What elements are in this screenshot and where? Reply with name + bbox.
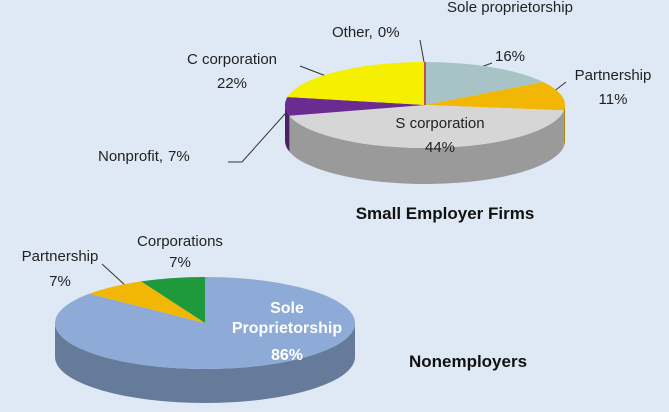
slice bbox=[289, 105, 564, 149]
slice-side bbox=[563, 105, 565, 147]
value-label: 7% bbox=[49, 273, 71, 290]
value-label: 16% bbox=[494, 48, 526, 65]
leader-line bbox=[228, 105, 293, 163]
category-label: Partnership bbox=[574, 67, 652, 84]
category-label: Sole proprietorship bbox=[447, 0, 573, 16]
value-label: 86% bbox=[270, 347, 304, 364]
slice bbox=[287, 62, 425, 105]
slice-label: Nonprofit, 7% bbox=[98, 145, 190, 169]
slice bbox=[425, 62, 544, 105]
slice-side bbox=[55, 323, 355, 403]
slice-side bbox=[289, 110, 564, 185]
category-label: Nonprofit, bbox=[98, 148, 164, 165]
category-label: C corporation bbox=[186, 51, 278, 68]
slice bbox=[55, 277, 356, 369]
category-label: S corporation bbox=[395, 115, 485, 132]
chart-title: Nonemployers bbox=[408, 352, 528, 371]
value-label: 7% bbox=[169, 254, 191, 271]
value-label: 7% bbox=[168, 148, 190, 165]
slice-side bbox=[285, 105, 290, 152]
category-label: Partnership bbox=[21, 248, 99, 265]
category-label: Corporations bbox=[137, 233, 223, 250]
slice bbox=[425, 81, 565, 111]
slice bbox=[89, 281, 205, 323]
slice-label: Other, 0% bbox=[332, 21, 400, 45]
leader-lines bbox=[101, 39, 567, 287]
slice bbox=[285, 96, 425, 116]
value-label: 44% bbox=[424, 139, 456, 156]
leader-line bbox=[419, 39, 425, 63]
chart-title: Small Employer Firms bbox=[355, 204, 535, 223]
category-label: Other, bbox=[332, 24, 373, 41]
value-label: 11% bbox=[598, 91, 628, 108]
leader-line bbox=[101, 263, 127, 287]
value-label: 0% bbox=[377, 24, 400, 41]
slice bbox=[141, 277, 205, 323]
category-label: Sole Proprietorship bbox=[231, 300, 343, 337]
leader-line bbox=[299, 65, 327, 77]
value-label: 22% bbox=[216, 75, 248, 92]
